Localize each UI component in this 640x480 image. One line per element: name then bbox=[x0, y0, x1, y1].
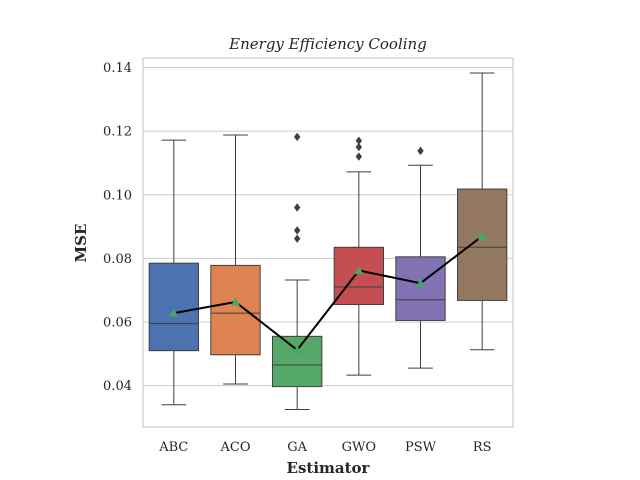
x-tick-label: GWO bbox=[342, 440, 376, 455]
x-tick-label: ABC bbox=[158, 440, 188, 455]
y-tick-label: 0.12 bbox=[103, 125, 132, 140]
x-tick-labels: ABC ACO GA GWO PSW RS bbox=[158, 440, 491, 455]
outlier-point bbox=[293, 234, 301, 243]
outlier-point bbox=[417, 146, 424, 156]
x-tick-label: PSW bbox=[405, 440, 437, 455]
box-ga bbox=[272, 132, 323, 411]
y-axis-label: MSE bbox=[72, 224, 90, 263]
outlier-point bbox=[293, 132, 301, 142]
mean-connecting-line bbox=[173, 235, 483, 352]
iqr-box bbox=[210, 264, 261, 356]
box-gwo bbox=[333, 136, 384, 376]
y-tick-label: 0.14 bbox=[103, 61, 132, 76]
mean-marker bbox=[354, 265, 364, 275]
x-tick-label: GA bbox=[287, 440, 307, 455]
outlier-point bbox=[355, 142, 363, 152]
x-axis-label: Estimator bbox=[287, 459, 371, 477]
y-tick-label: 0.10 bbox=[103, 188, 132, 203]
boxes bbox=[148, 72, 508, 411]
y-tick-label: 0.04 bbox=[103, 379, 132, 394]
chart-title: Energy Efficiency Cooling bbox=[228, 35, 427, 53]
outlier-point bbox=[293, 226, 301, 235]
outlier-point bbox=[293, 203, 301, 212]
outlier-point bbox=[355, 136, 363, 145]
y-tick-labels: 0.04 0.06 0.08 0.10 0.12 0.14 bbox=[103, 61, 132, 394]
x-tick-label: RS bbox=[473, 440, 492, 455]
mean-marker bbox=[416, 278, 425, 287]
mean-marker bbox=[292, 345, 302, 354]
y-tick-label: 0.06 bbox=[103, 316, 132, 331]
box-psw bbox=[395, 146, 446, 369]
box-aco bbox=[210, 134, 261, 385]
mean-marker bbox=[477, 231, 487, 240]
mean-line-series bbox=[169, 231, 487, 354]
iqr-box bbox=[272, 335, 323, 388]
grid-lines bbox=[143, 67, 513, 387]
iqr-box bbox=[395, 256, 446, 321]
box-abc bbox=[148, 139, 200, 406]
iqr-box bbox=[333, 246, 384, 306]
box-rs bbox=[457, 72, 508, 351]
y-tick-label: 0.08 bbox=[103, 252, 132, 267]
outlier-point bbox=[355, 152, 363, 161]
x-tick-label: ACO bbox=[220, 440, 251, 455]
iqr-box bbox=[457, 188, 508, 301]
iqr-box bbox=[148, 262, 200, 352]
mean-marker bbox=[169, 308, 179, 317]
plot-frame bbox=[142, 57, 514, 428]
mean-marker bbox=[231, 297, 240, 306]
